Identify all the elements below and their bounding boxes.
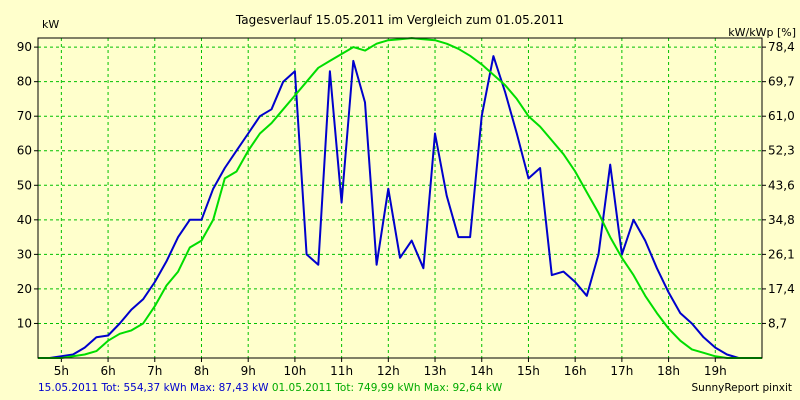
x-tick-label: 13h <box>424 364 447 378</box>
y-tick-label-left: 70 <box>17 109 32 123</box>
credit-text: SunnyReport pinxit <box>691 382 792 394</box>
y-tick-label-right: 17,4 <box>768 282 795 296</box>
series-line-1 <box>38 55 762 359</box>
footer-series-2-summary: 01.05.2011 Tot: 749,99 kWh Max: 92,64 kW <box>271 382 503 394</box>
x-tick-label: 16h <box>564 364 587 378</box>
x-tick-label: 9h <box>241 364 256 378</box>
x-tick-label: 10h <box>283 364 306 378</box>
y-tick-label-right: 34,8 <box>768 213 795 227</box>
y-tick-label-left: 20 <box>17 282 32 296</box>
y-tick-label-right: 26,1 <box>768 247 795 261</box>
x-tick-label: 6h <box>100 364 115 378</box>
chart-title: Tagesverlauf 15.05.2011 im Vergleich zum… <box>235 13 564 27</box>
y-tick-label-left: 40 <box>17 213 32 227</box>
footer-series-1-summary: 15.05.2011 Tot: 554,37 kWh Max: 87,43 kW <box>38 382 269 394</box>
y-tick-label-right: 43,6 <box>768 178 795 192</box>
x-tick-label: 14h <box>470 364 493 378</box>
y-axis-left-label: kW <box>42 18 59 31</box>
x-tick-label: 17h <box>610 364 633 378</box>
x-tick-label: 7h <box>147 364 162 378</box>
y-tick-label-right: 69,7 <box>768 75 795 89</box>
y-tick-label-right: 78,4 <box>768 40 795 54</box>
x-tick-label: 5h <box>54 364 69 378</box>
y-tick-label-right: 8,7 <box>768 316 787 330</box>
y-axis-right-label: kW/kWp [%] <box>728 26 796 39</box>
plot-frame <box>37 37 763 359</box>
y-tick-label-right: 61,0 <box>768 109 795 123</box>
series-line-2 <box>38 37 762 359</box>
y-tick-label-left: 60 <box>17 144 32 158</box>
y-tick-label-left: 50 <box>17 178 32 192</box>
x-tick-label: 19h <box>704 364 727 378</box>
y-tick-label-left: 30 <box>17 247 32 261</box>
x-tick-label: 8h <box>194 364 209 378</box>
x-tick-label: 12h <box>377 364 400 378</box>
y-tick-label-right: 52,3 <box>768 144 795 158</box>
x-tick-label: 15h <box>517 364 540 378</box>
chart-footer: 15.05.2011 Tot: 554,37 kWh Max: 87,43 kW… <box>38 382 502 394</box>
plot-area: 5h 6h 7h 8h 9h 10h 11h 12h 13h 14h 15h 16h 17h 18h 19h… <box>17 37 795 378</box>
y-tick-label-left: 80 <box>17 75 32 89</box>
y-tick-label-left: 90 <box>17 40 32 54</box>
x-tick-label: 11h <box>330 364 353 378</box>
y-tick-label-left: 10 <box>17 316 32 330</box>
x-tick-label: 18h <box>657 364 680 378</box>
plot-background <box>38 38 762 358</box>
